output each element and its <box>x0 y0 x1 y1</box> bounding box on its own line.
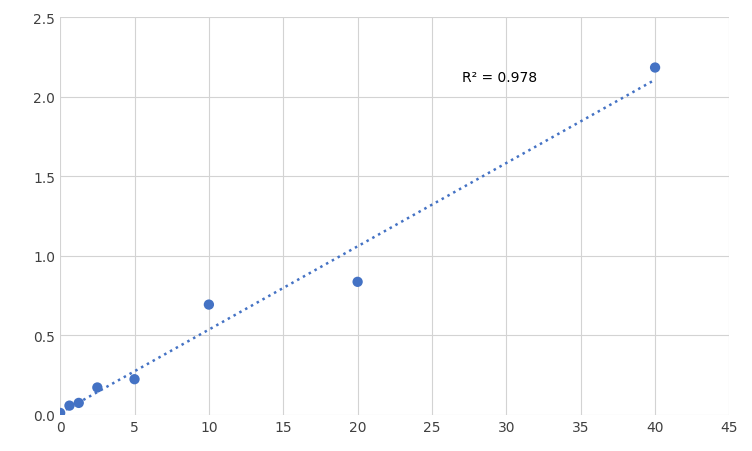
Point <box>73 400 85 407</box>
Text: R² = 0.978: R² = 0.978 <box>462 70 537 84</box>
Point <box>203 301 215 308</box>
Point <box>352 279 364 286</box>
Point <box>54 410 66 417</box>
Point <box>649 65 661 72</box>
Point <box>91 384 103 391</box>
Point <box>63 402 75 410</box>
Point <box>129 376 141 383</box>
